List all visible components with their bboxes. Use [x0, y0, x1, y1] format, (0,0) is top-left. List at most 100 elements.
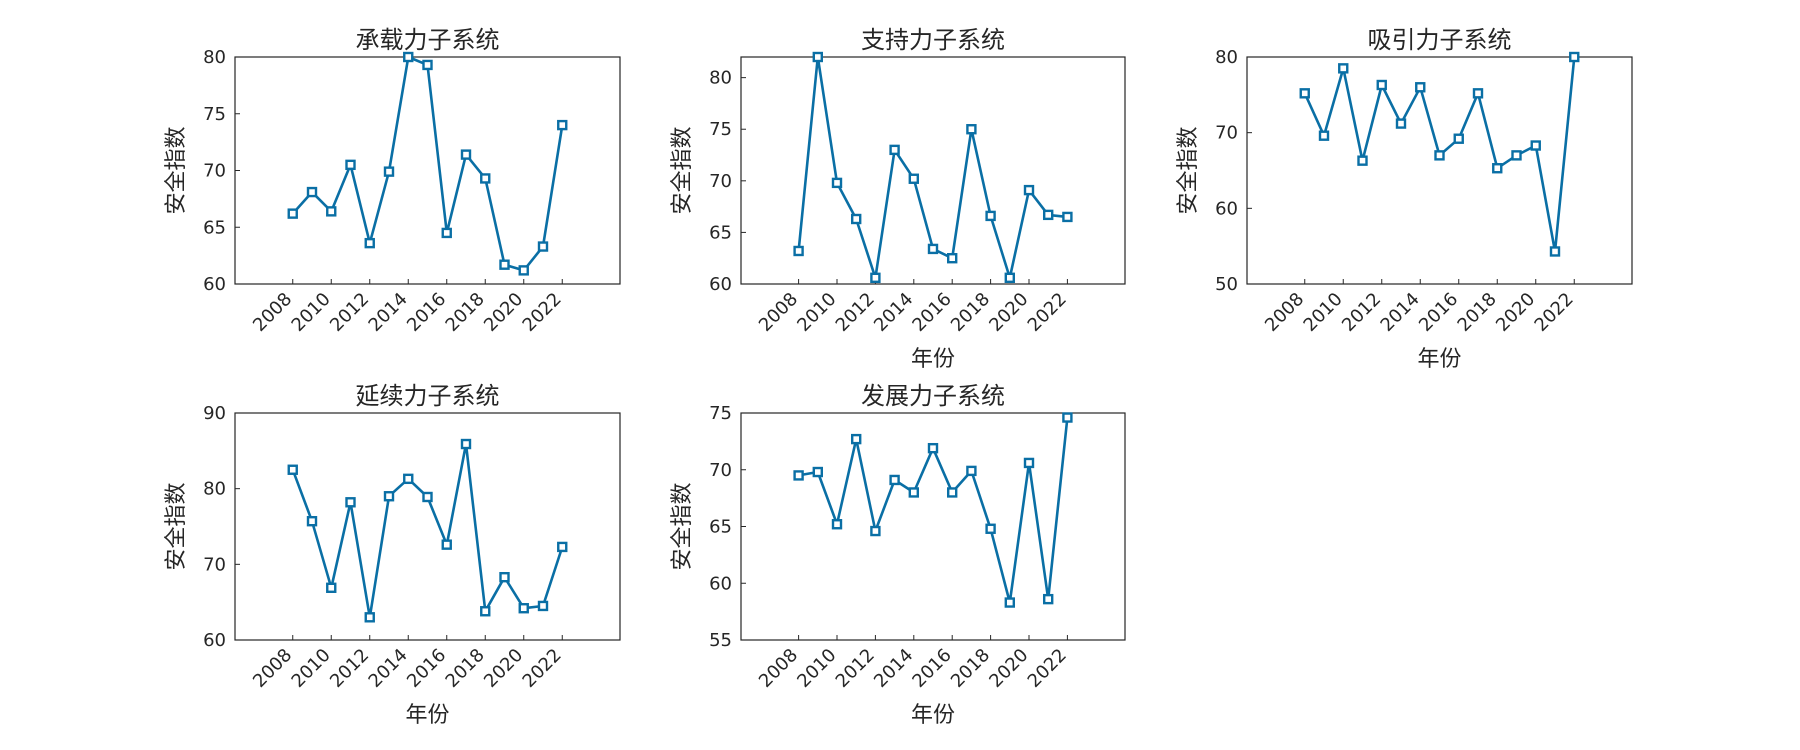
x-tick-label: 2010	[793, 645, 840, 692]
x-tick-label: 2020	[480, 289, 527, 336]
x-tick-label: 2016	[908, 289, 955, 336]
y-tick-label: 75	[709, 119, 732, 140]
data-point-marker	[1415, 82, 1426, 93]
y-axis-label: 安全指数	[670, 126, 695, 214]
data-point-marker	[889, 144, 900, 156]
data-point-marker	[1472, 88, 1484, 99]
y-tick-label: 70	[203, 554, 226, 575]
data-point-marker	[1549, 246, 1561, 257]
y-tick-label: 80	[709, 68, 732, 89]
data-point-marker	[947, 253, 958, 264]
x-tick-label: 2020	[985, 289, 1032, 336]
x-axis-label: 年份	[1417, 347, 1461, 372]
data-point-marker	[557, 541, 568, 553]
chart-title: 吸引力子系统	[1368, 26, 1512, 54]
data-point-marker	[812, 466, 823, 478]
data-point-marker	[422, 59, 433, 71]
axes-frame	[234, 412, 621, 641]
y-tick-label: 65	[203, 217, 226, 238]
data-point-marker	[793, 470, 804, 481]
data-point-marker	[1004, 597, 1015, 608]
x-tick-label: 2012	[832, 289, 879, 336]
data-point-marker	[1062, 211, 1073, 223]
data-point-marker	[927, 243, 939, 255]
x-tick-label: 2016	[908, 645, 955, 692]
x-axis-label: 年份	[911, 703, 955, 728]
chart-title: 承载力子系统	[356, 26, 500, 54]
data-point-marker	[812, 51, 823, 63]
x-tick-label: 2022	[519, 645, 566, 692]
y-tick-label: 75	[203, 104, 226, 125]
x-tick-label: 2008	[755, 645, 802, 692]
y-tick-label: 90	[203, 403, 226, 424]
y-tick-label: 60	[709, 573, 732, 594]
y-tick-label: 60	[203, 630, 226, 651]
data-point-marker	[364, 612, 375, 623]
x-tick-label: 2008	[755, 289, 802, 336]
data-point-marker	[557, 119, 568, 131]
data-point-marker	[1023, 184, 1035, 196]
y-tick-label: 80	[203, 47, 226, 68]
x-tick-label: 2018	[442, 289, 489, 336]
data-point-marker	[345, 497, 356, 508]
x-tick-label: 2010	[288, 645, 335, 692]
data-point-marker	[1318, 130, 1330, 141]
y-tick-label: 70	[1215, 123, 1238, 144]
data-point-marker	[1395, 118, 1407, 129]
data-point-marker	[1492, 163, 1503, 174]
data-point-marker	[383, 166, 395, 177]
x-tick-label: 2016	[1415, 289, 1462, 336]
data-point-marker	[1042, 209, 1054, 221]
x-tick-label: 2008	[249, 645, 296, 692]
data-point-marker	[851, 213, 862, 225]
x-tick-label: 2014	[1377, 289, 1424, 336]
y-tick-label: 60	[203, 274, 226, 295]
x-tick-label: 2022	[1531, 289, 1578, 336]
data-point-marker	[966, 124, 977, 135]
data-point-marker	[927, 442, 939, 454]
data-point-marker	[851, 433, 862, 445]
y-axis-label: 安全指数	[164, 482, 189, 570]
data-point-marker	[1004, 272, 1015, 284]
data-point-marker	[1357, 155, 1368, 166]
x-tick-label: 2010	[1300, 289, 1347, 336]
data-point-marker	[441, 227, 452, 239]
data-point-marker	[1453, 133, 1464, 144]
data-point-marker	[831, 177, 843, 189]
x-tick-label: 2018	[1454, 289, 1501, 336]
data-point-marker	[480, 173, 491, 184]
x-tick-label: 2020	[480, 645, 527, 692]
y-tick-label: 55	[709, 630, 732, 651]
data-point-marker	[985, 523, 996, 534]
x-tick-label: 2012	[832, 645, 879, 692]
data-point-marker	[1042, 593, 1054, 605]
x-tick-label: 2008	[1261, 289, 1308, 336]
data-point-marker	[326, 206, 337, 217]
data-point-marker	[1569, 51, 1580, 63]
x-axis-label: 年份	[911, 347, 955, 372]
axes-frame	[234, 56, 621, 285]
data-point-marker	[537, 600, 549, 612]
data-point-marker	[306, 186, 318, 198]
y-tick-label: 60	[1215, 198, 1238, 219]
y-tick-label: 80	[1215, 47, 1238, 68]
data-point-marker	[287, 208, 298, 219]
chart-title: 延续力子系统	[356, 382, 500, 410]
y-axis-label: 安全指数	[164, 126, 189, 214]
data-point-marker	[460, 438, 472, 450]
data-point-marker	[1299, 88, 1310, 99]
data-point-marker	[306, 516, 318, 527]
data-point-marker	[870, 525, 881, 537]
y-tick-label: 75	[709, 403, 732, 424]
data-point-marker	[499, 571, 510, 583]
data-point-marker	[947, 487, 958, 498]
data-point-marker	[422, 491, 433, 503]
x-tick-label: 2016	[403, 645, 450, 692]
data-point-marker	[460, 149, 472, 160]
